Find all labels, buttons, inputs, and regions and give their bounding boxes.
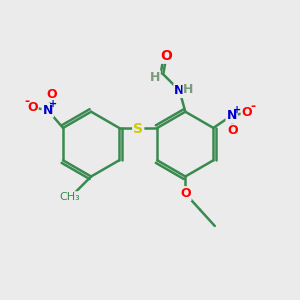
Text: N: N: [226, 109, 237, 122]
Text: O: O: [228, 124, 238, 137]
Text: -: -: [250, 100, 255, 113]
Text: O: O: [242, 106, 252, 119]
Text: S: S: [133, 122, 143, 136]
Text: +: +: [233, 105, 241, 115]
Text: +: +: [49, 99, 57, 110]
Text: O: O: [180, 187, 190, 200]
Text: O: O: [47, 88, 58, 101]
Text: -: -: [24, 95, 29, 108]
Text: N: N: [174, 84, 184, 97]
Text: H: H: [183, 82, 194, 95]
Text: CH₃: CH₃: [59, 192, 80, 202]
Text: O: O: [160, 49, 172, 63]
Text: H: H: [150, 71, 160, 84]
Text: N: N: [43, 104, 53, 117]
Text: O: O: [27, 101, 38, 114]
